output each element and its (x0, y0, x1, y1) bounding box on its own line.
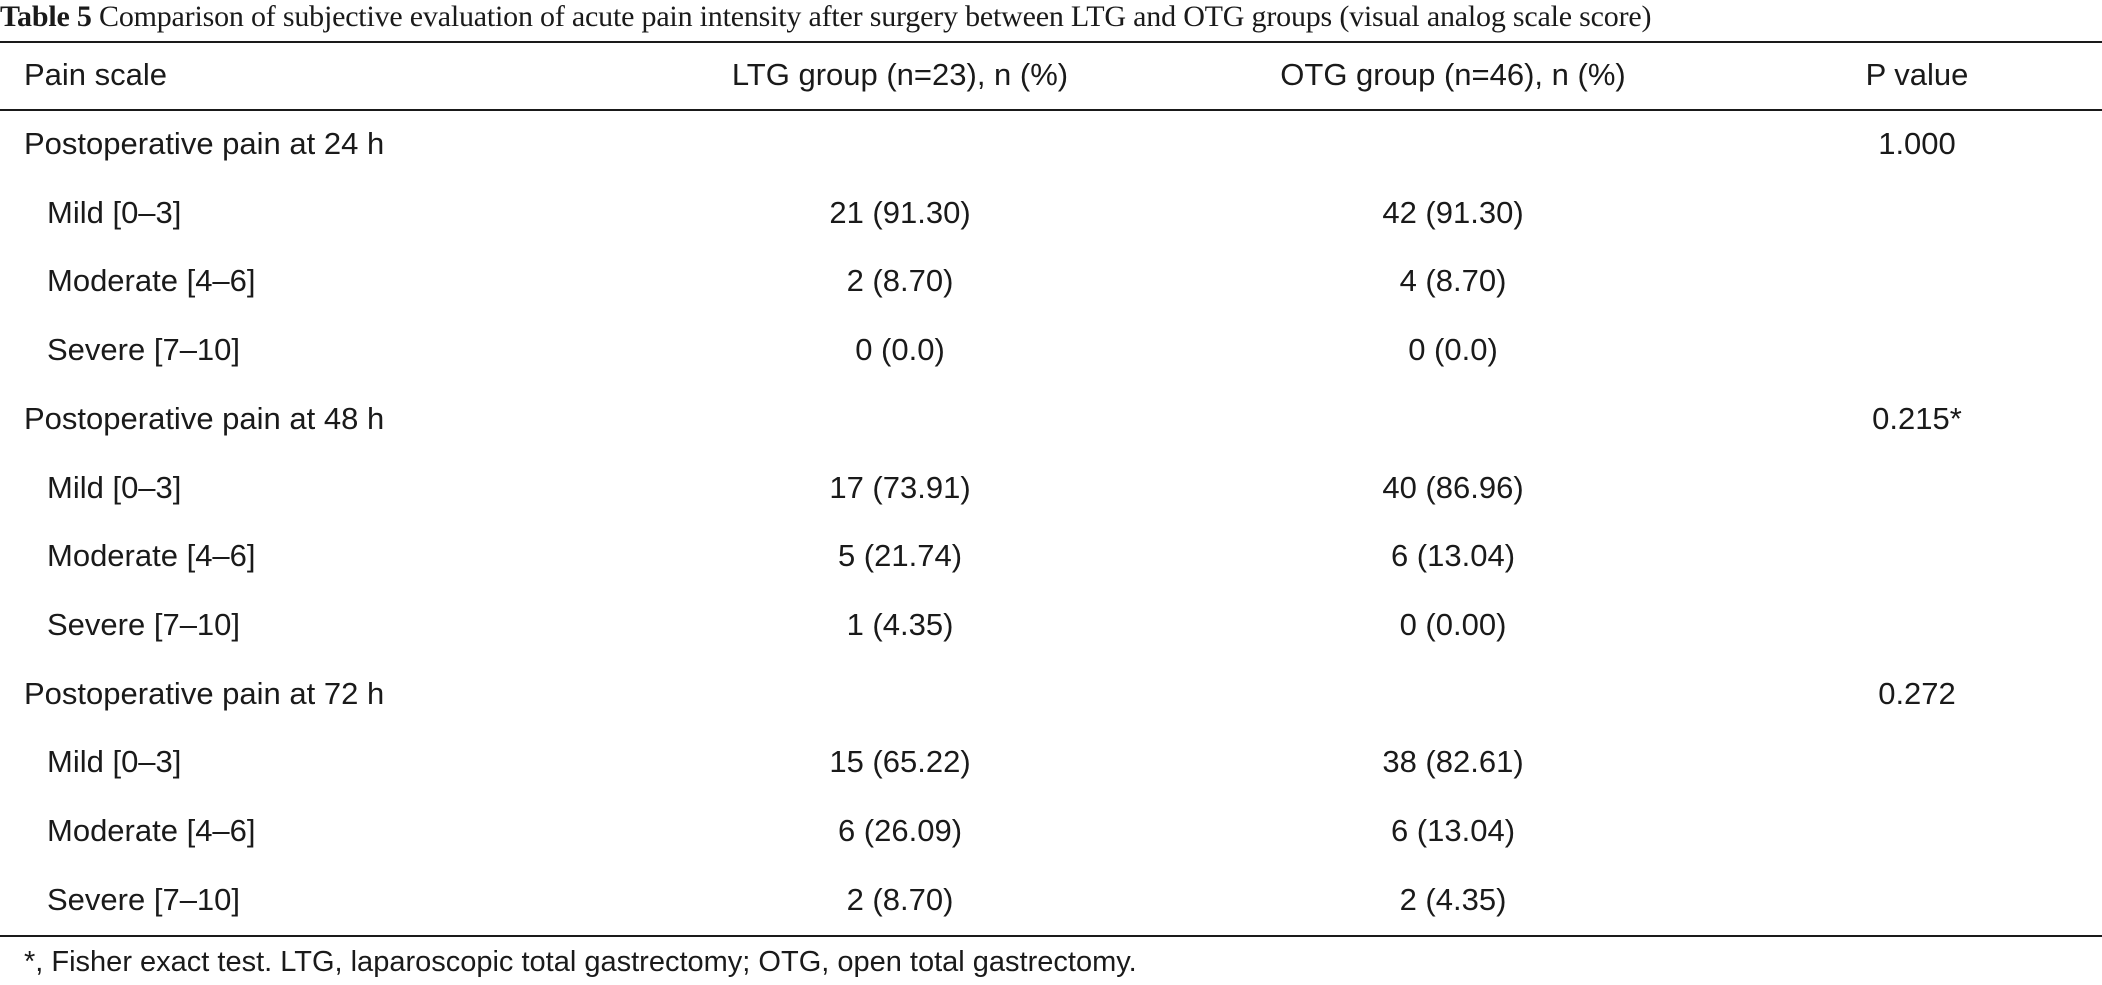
header-p-value: P value (1865, 57, 1969, 92)
cell-otg-group: 6 (13.04) (1390, 813, 1516, 848)
cell-p-value (1817, 454, 2017, 522)
cell-ltg-group: 15 (65.22) (829, 744, 971, 780)
cell-ltg-group: 2 (8.70) (846, 263, 954, 299)
cell-p-value: 1.000 (1878, 126, 1956, 161)
cell-p-value (1817, 247, 2017, 315)
cell-ltg-group (650, 660, 1150, 728)
header-ltg-group: LTG group (n=23), n (%) (731, 57, 1069, 92)
cell-ltg-group (650, 385, 1150, 453)
table-row-subcategory: Moderate [4–6] 6 (26.09) 6 (13.04) (0, 797, 2102, 865)
header-pain-scale: Pain scale (24, 57, 168, 92)
cell-pain-scale: Severe [7–10] (47, 881, 241, 917)
cell-p-value (1817, 179, 2017, 247)
cell-otg-group: 42 (91.30) (1382, 194, 1524, 230)
table-row-subcategory: Moderate [4–6] 5 (21.74) 6 (13.04) (0, 522, 2102, 590)
cell-pain-scale: Moderate [4–6] (47, 263, 256, 299)
cell-otg-group (1203, 660, 1703, 728)
header-otg-group: OTG group (n=46), n (%) (1280, 57, 1626, 92)
cell-otg-group: 40 (86.96) (1382, 469, 1524, 505)
cell-pain-scale: Moderate [4–6] (47, 538, 256, 574)
cell-pain-scale: Postoperative pain at 24 h (24, 126, 385, 161)
cell-p-value: 0.272 (1878, 675, 1956, 711)
table-caption-text: Comparison of subjective evaluation of a… (99, 0, 1652, 33)
cell-p-value (1817, 522, 2017, 590)
cell-p-value (1817, 316, 2017, 384)
cell-p-value (1817, 728, 2017, 796)
cell-otg-group: 0 (0.0) (1408, 332, 1498, 368)
cell-pain-scale: Postoperative pain at 48 h (24, 400, 385, 436)
table-row-subcategory: Mild [0–3] 21 (91.30) 42 (91.30) (0, 179, 2102, 247)
cell-otg-group: 4 (8.70) (1399, 263, 1507, 299)
table-top-rule (0, 41, 2102, 43)
cell-otg-group: 6 (13.04) (1390, 538, 1516, 574)
cell-otg-group: 38 (82.61) (1382, 744, 1524, 780)
table-row-subcategory: Severe [7–10] 2 (8.70) 2 (4.35) (0, 866, 2102, 934)
cell-pain-scale: Mild [0–3] (47, 469, 182, 505)
cell-pain-scale: Postoperative pain at 72 h (24, 675, 385, 711)
cell-p-value: 0.215* (1872, 400, 1962, 436)
table-caption-label: Table 5 (0, 0, 92, 33)
cell-otg-group (1203, 385, 1703, 453)
table-footnote: *, Fisher exact test. LTG, laparoscopic … (24, 946, 1137, 978)
cell-ltg-group: 21 (91.30) (829, 194, 971, 230)
cell-otg-group: 2 (4.35) (1399, 881, 1507, 917)
cell-otg-group: 0 (0.00) (1399, 606, 1507, 642)
cell-otg-group (1203, 110, 1703, 178)
cell-pain-scale: Severe [7–10] (47, 332, 241, 368)
cell-ltg-group: 6 (26.09) (837, 813, 963, 848)
cell-ltg-group: 2 (8.70) (846, 881, 954, 917)
table-row-subcategory: Severe [7–10] 1 (4.35) 0 (0.00) (0, 591, 2102, 659)
cell-ltg-group: 17 (73.91) (829, 469, 971, 505)
cell-ltg-group: 0 (0.0) (855, 332, 945, 368)
table-row-subcategory: Moderate [4–6] 2 (8.70) 4 (8.70) (0, 247, 2102, 315)
cell-pain-scale: Mild [0–3] (47, 744, 182, 780)
cell-pain-scale: Moderate [4–6] (47, 813, 256, 848)
table-header-rule (0, 109, 2102, 111)
table-row-timepoint: Postoperative pain at 72 h 0.272 (0, 660, 2102, 728)
cell-pain-scale: Severe [7–10] (47, 606, 241, 642)
cell-ltg-group: 5 (21.74) (837, 538, 963, 574)
cell-pain-scale: Mild [0–3] (47, 194, 182, 230)
cell-p-value (1817, 591, 2017, 659)
table-bottom-rule (0, 935, 2102, 937)
cell-p-value (1817, 797, 2017, 865)
cell-p-value (1817, 866, 2017, 934)
table-header-row: Pain scale LTG group (n=23), n (%) OTG g… (0, 41, 2102, 109)
table-row-timepoint: Postoperative pain at 24 h 1.000 (0, 110, 2102, 178)
cell-ltg-group (650, 110, 1150, 178)
table-row-subcategory: Severe [7–10] 0 (0.0) 0 (0.0) (0, 316, 2102, 384)
table-row-timepoint: Postoperative pain at 48 h 0.215* (0, 385, 2102, 453)
table-row-subcategory: Mild [0–3] 17 (73.91) 40 (86.96) (0, 454, 2102, 522)
table-caption: Table 5 Comparison of subjective evaluat… (0, 0, 1651, 40)
cell-ltg-group: 1 (4.35) (846, 606, 954, 642)
table-row-subcategory: Mild [0–3] 15 (65.22) 38 (82.61) (0, 728, 2102, 796)
